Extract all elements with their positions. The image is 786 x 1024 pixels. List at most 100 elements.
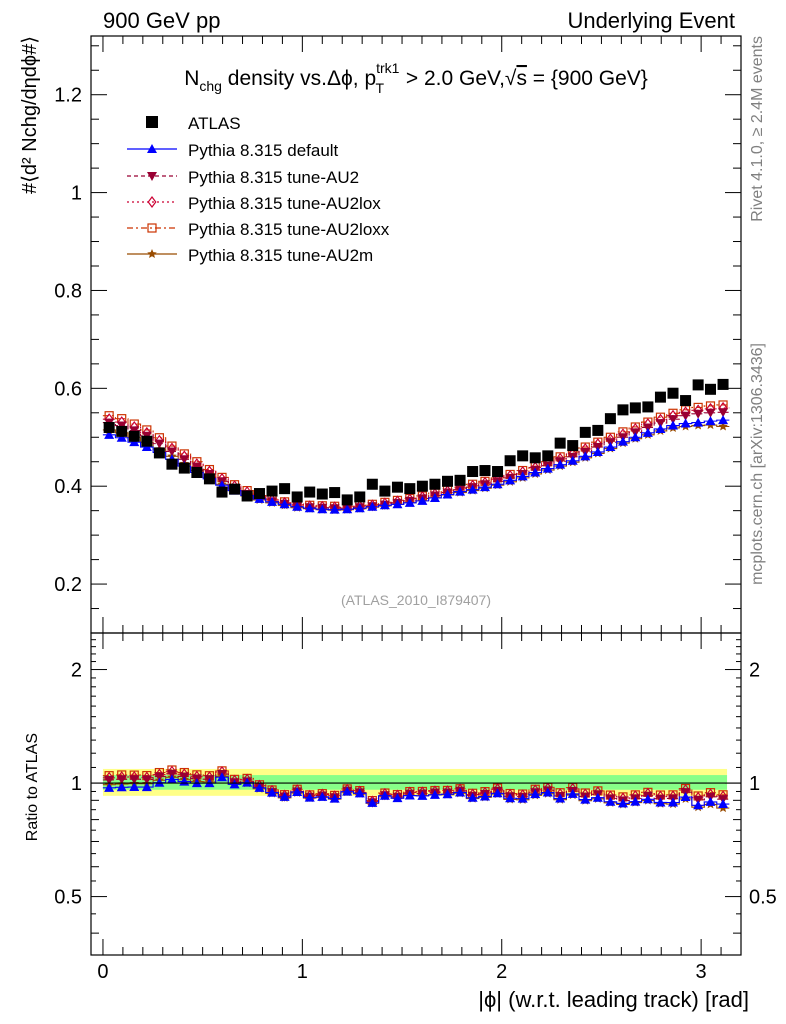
main-y-axis-label: #⟨d² Nchg/dηdϕ#⟩ [19,36,41,194]
point-pythia-8-315-default [592,446,603,456]
ratio-point-pythia-8-315-default [254,782,265,792]
point-pythia-8-315-default [267,496,278,506]
point-atlas [266,485,278,497]
ratio-plot-series [102,765,730,813]
y-tick-label-ratio: 0.5 [54,887,82,909]
point-atlas [579,426,591,438]
ratio-point-pythia-8-315-default [467,792,478,802]
title-sqrt: √ [505,67,517,90]
ratio-point-pythia-8-315-default [492,788,503,798]
legend-marker-pythia-8-315-default [147,144,157,153]
point-atlas [629,402,641,414]
point-atlas [391,481,403,493]
ratio-point-pythia-8-315-default [693,800,704,810]
ratio-point-pythia-8-315-default [392,793,403,803]
ratio-point-pythia-8-315-tune-au2 [141,775,152,785]
main-plot-series [102,378,730,515]
point-atlas [316,488,328,500]
legend-label-pythia-8-315-tune-au2: Pythia 8.315 tune-AU2 [188,168,359,187]
point-pythia-8-315-default [104,429,115,439]
point-pythia-8-315-default [693,417,704,427]
ratio-point-pythia-8-315-default [718,799,729,809]
point-pythia-8-315-default [492,479,503,489]
point-pythia-8-315-tune-au2 [718,408,729,418]
ratio-point-pythia-8-315-default [141,782,152,792]
point-pythia-8-315-default [530,467,541,477]
point-atlas [704,383,716,395]
point-atlas [667,387,679,399]
legend-label-pythia-8-315-tune-au2lox: Pythia 8.315 tune-AU2lox [188,194,381,213]
point-atlas [329,487,341,499]
title-energy: = {900 GeV} [527,67,648,90]
point-atlas [654,391,666,403]
title-pt-sup: trk1 [376,60,400,76]
title-pt-sub: T [375,80,384,96]
ratio-point-pythia-8-315-default [505,793,516,803]
point-pythia-8-315-default [630,432,641,442]
point-atlas [153,447,165,459]
point-atlas [429,478,441,490]
y-tick-label-main: 0.2 [54,574,82,596]
plot-title: Nchg density vs.Δϕ, ptrk1 T > 2.0 GeV,√s … [184,60,648,96]
point-atlas [617,404,629,416]
point-atlas [542,450,554,462]
point-atlas [517,450,529,462]
point-pythia-8-315-default [354,503,365,513]
point-pythia-8-315-default [404,497,415,507]
point-atlas [103,421,115,433]
point-atlas [717,378,729,390]
title-density: density vs. [222,67,327,90]
ratio-point-pythia-8-315-default [166,774,177,784]
ratio-point-pythia-8-315-default [329,793,340,803]
x-tick-label: 3 [696,961,707,983]
ratio-point-pythia-8-315-tune-au2 [166,769,177,779]
point-pythia-8-315-default [642,427,653,437]
y-tick-label-ratio-right: 0.5 [749,887,777,909]
ratio-point-pythia-8-315-default [317,791,328,801]
point-pythia-8-315-default [392,499,403,509]
ratio-point-pythia-8-315-default [455,787,466,797]
point-atlas [291,491,303,503]
y-tick-label-main: 0.6 [54,378,82,400]
point-pythia-8-315-default [517,471,528,481]
point-pythia-8-315-default [442,489,453,499]
point-pythia-8-315-default [567,455,578,465]
point-atlas [529,452,541,464]
rivet-version-label: Rivet 4.1.0, ≥ 2.4M events [749,36,766,222]
ratio-point-pythia-8-315-default [630,796,641,806]
point-atlas [241,490,253,502]
ratio-point-pythia-8-315-default [429,789,440,799]
legend-label-pythia-8-315-tune-au2m: Pythia 8.315 tune-AU2m [188,246,373,265]
point-pythia-8-315-default [479,482,490,492]
title-s: s [516,67,527,90]
ratio-point-pythia-8-315-default [417,790,428,800]
point-pythia-8-315-tune-au2 [680,411,691,421]
ratio-point-pythia-8-315-default [279,791,290,801]
point-atlas [229,483,241,495]
ratio-point-pythia-8-315-default [292,786,303,796]
x-tick-label: 1 [297,961,308,983]
point-pythia-8-315-default [668,420,679,430]
ratio-point-pythia-8-315-default [242,777,253,787]
point-pythia-8-315-default [605,442,616,452]
point-atlas [253,488,265,500]
point-atlas [554,437,566,449]
x-tick-label: 2 [496,961,507,983]
ratio-point-pythia-8-315-default [542,787,553,797]
point-pythia-8-315-default [455,486,466,496]
legend: ATLAS Pythia 8.315 default Pythia 8.315 tu… [127,114,390,265]
point-pythia-8-315-default [342,504,353,514]
point-atlas [642,401,654,413]
point-pythia-8-315-default [680,418,691,428]
ratio-point-pythia-8-315-default [655,797,666,807]
point-atlas [692,379,704,391]
x-axis-label: |ϕ| (w.r.t. leading track) [rad] [478,987,749,1012]
ratio-point-pythia-8-315-tune-au2 [129,775,140,785]
point-atlas [504,455,516,467]
y-tick-label-main: 1 [71,183,82,205]
point-pythia-8-315-default [429,492,440,502]
point-pythia-8-315-default [718,415,729,425]
y-tick-label-ratio-right: 2 [749,660,760,682]
ratio-point-pythia-8-315-tune-au2 [104,775,115,785]
